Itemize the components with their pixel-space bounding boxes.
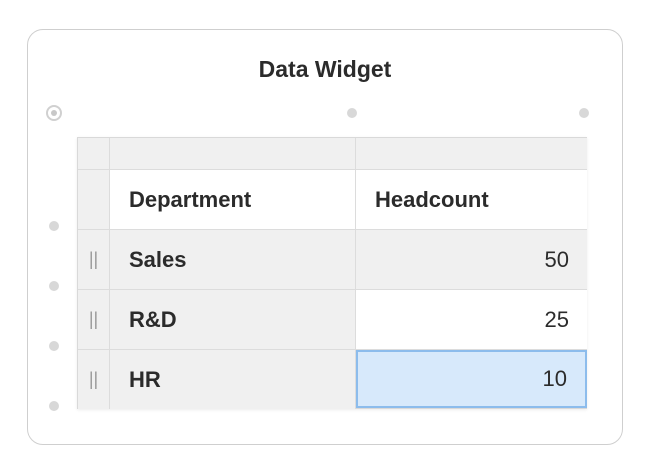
row-drag-handle[interactable]: || <box>78 290 110 350</box>
table-cell-department[interactable]: R&D <box>110 290 356 350</box>
corner-cell[interactable] <box>78 138 110 170</box>
row-drag-handle[interactable]: || <box>78 230 110 290</box>
resize-handle-top-right[interactable] <box>579 108 589 118</box>
resize-handle-left-2[interactable] <box>49 281 59 291</box>
header-department[interactable]: Department <box>110 170 356 230</box>
resize-handle-bottom-left[interactable] <box>49 401 59 411</box>
header-headcount[interactable]: Headcount <box>356 170 587 230</box>
column-header-b[interactable] <box>356 138 587 170</box>
resize-handle-left-1[interactable] <box>49 221 59 231</box>
table-cell-department[interactable]: Sales <box>110 230 356 290</box>
resize-handle-left-3[interactable] <box>49 341 59 351</box>
header-row-gutter <box>78 170 110 230</box>
data-table: Department Headcount || Sales 50 || R&D … <box>77 137 587 409</box>
table-cell-headcount-selected[interactable]: 10 <box>356 350 587 408</box>
widget-selected-handle[interactable] <box>46 105 62 121</box>
table-cell-department[interactable]: HR <box>110 350 356 409</box>
resize-handle-top[interactable] <box>347 108 357 118</box>
table-cell-headcount[interactable]: 50 <box>356 230 587 290</box>
row-drag-handle[interactable]: || <box>78 350 110 409</box>
widget-title: Data Widget <box>258 56 392 82</box>
column-header-a[interactable] <box>110 138 356 170</box>
table-cell-headcount[interactable]: 25 <box>356 290 587 350</box>
